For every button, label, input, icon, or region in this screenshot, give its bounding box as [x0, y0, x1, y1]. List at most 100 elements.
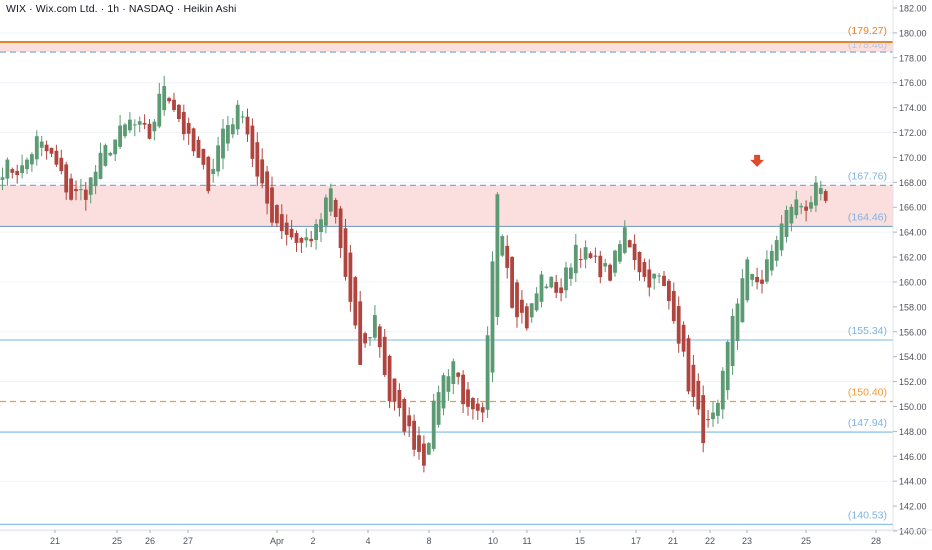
candle-down: [358, 301, 363, 365]
candle-down: [245, 116, 250, 135]
price-tick-label: 166.00: [899, 203, 927, 213]
time-tick-label: 15: [575, 536, 585, 546]
candle-down: [397, 389, 402, 409]
candle-up: [735, 303, 740, 341]
time-tick-label: 23: [742, 536, 752, 546]
candle-down: [201, 148, 206, 165]
candle-layer: [0, 75, 828, 473]
candle-up: [765, 259, 769, 282]
candle-down: [338, 208, 343, 249]
candle-up: [319, 219, 323, 233]
candle-down: [642, 262, 647, 277]
candle-down: [515, 282, 519, 318]
candle-down: [755, 276, 759, 283]
candle-down: [54, 150, 59, 165]
candle-up: [240, 116, 245, 118]
candle-down: [64, 164, 69, 193]
candle-up: [373, 315, 377, 338]
candle-up: [328, 188, 333, 212]
candle-up: [88, 177, 93, 195]
candle-up: [39, 141, 44, 148]
candle-down: [44, 144, 49, 152]
time-tick-label: 28: [871, 536, 881, 546]
time-tick-label: 17: [631, 536, 641, 546]
candle-down: [250, 125, 255, 159]
header-sep-2: ·: [97, 3, 108, 15]
resistance-zone: [0, 185, 893, 227]
candle-down: [676, 306, 681, 344]
time-tick-label: 8: [426, 536, 431, 546]
level-label: (167.76): [848, 170, 887, 182]
header-sep-4: ·: [173, 3, 184, 15]
candle-down: [387, 355, 392, 402]
symbol-name: Wix.com Ltd.: [35, 3, 98, 15]
candle-down: [402, 399, 407, 432]
candle-up: [103, 145, 108, 166]
down-arrow-icon: [750, 154, 765, 167]
candle-down: [461, 374, 465, 405]
candle-up: [818, 188, 823, 195]
candle-down: [578, 259, 583, 261]
candle-down: [49, 147, 54, 154]
candle-down: [422, 443, 426, 466]
time-tick-label: 27: [183, 536, 193, 546]
candle-down: [294, 233, 299, 243]
grid-layer: [0, 32, 893, 532]
candle-up: [613, 250, 617, 273]
candle-up: [128, 119, 132, 131]
price-tick-label: 160.00: [899, 277, 927, 287]
candle-up: [30, 154, 34, 165]
zone-layer: [0, 41, 893, 227]
candle-down: [588, 253, 593, 259]
candle-up: [809, 202, 813, 209]
candle-down: [348, 252, 353, 302]
candle-down: [632, 243, 637, 261]
candle-down: [681, 324, 686, 352]
price-tick-label: 162.00: [899, 253, 927, 263]
candle-down: [554, 282, 559, 293]
candle-down: [593, 255, 598, 257]
candle-down: [279, 214, 284, 232]
level-label: (147.94): [848, 417, 887, 429]
candle-up: [451, 361, 456, 385]
price-tick-label: 170.00: [899, 153, 927, 163]
candle-up: [500, 236, 505, 256]
candle-down: [760, 279, 764, 284]
candle-up: [740, 278, 745, 323]
price-tick-label: 178.00: [899, 53, 927, 63]
candle-down: [671, 290, 676, 322]
candle-up: [230, 124, 235, 135]
candle-down: [284, 222, 289, 235]
candle-up: [446, 376, 451, 392]
candle-down: [255, 142, 260, 177]
header-sep-1: ·: [26, 3, 36, 15]
price-tick-label: 152.00: [899, 377, 927, 387]
time-tick-label: 4: [365, 536, 370, 546]
candle-up: [5, 159, 10, 179]
chart-style-label[interactable]: Heikin Ashi: [183, 3, 237, 15]
candle-up: [25, 159, 29, 170]
candle-up: [774, 240, 779, 261]
candle-up: [235, 104, 240, 130]
interval-label[interactable]: 1h: [107, 3, 120, 15]
candle-up: [603, 263, 608, 267]
price-tick-label: 174.00: [899, 103, 927, 113]
candle-down: [647, 269, 652, 288]
candle-down: [172, 99, 176, 110]
candle-up: [720, 370, 725, 410]
candle-down: [333, 199, 338, 218]
candle-down: [265, 171, 269, 204]
symbol-ticker[interactable]: WIX: [6, 3, 27, 15]
candle-up: [324, 197, 328, 226]
candle-up: [436, 392, 441, 425]
candle-up: [368, 337, 372, 339]
candle-up: [137, 121, 142, 125]
candle-up: [304, 237, 309, 241]
candle-down: [142, 122, 147, 125]
marker-layer: [750, 154, 765, 167]
candle-down: [667, 280, 671, 302]
candle-up: [93, 171, 98, 187]
candle-down: [83, 189, 88, 200]
